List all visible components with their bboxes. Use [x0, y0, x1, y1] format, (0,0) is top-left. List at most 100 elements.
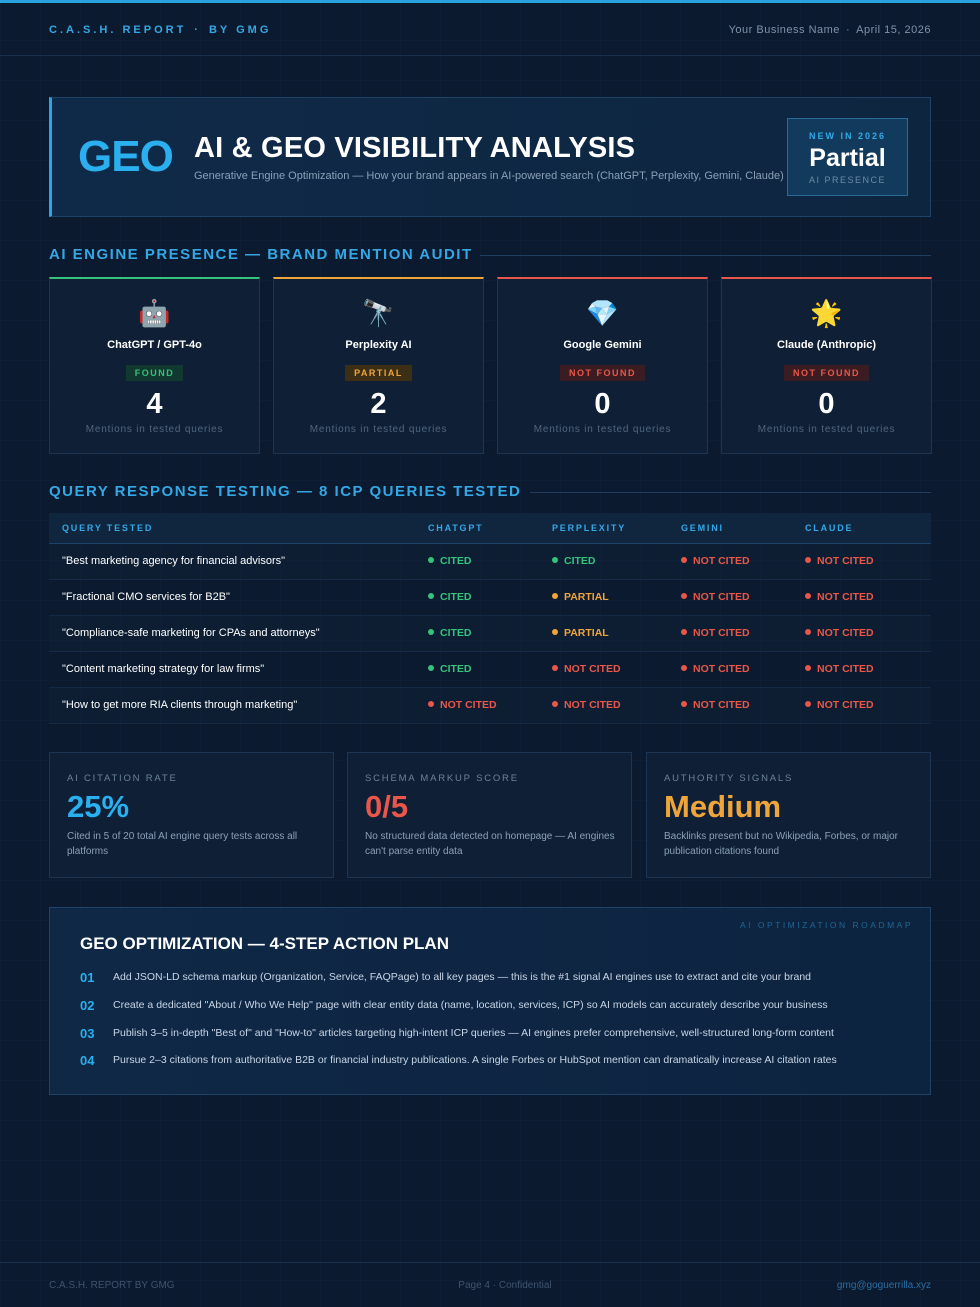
- column-header: PERPLEXITY: [552, 513, 681, 544]
- mention-caption: Mentions in tested queries: [85, 424, 224, 435]
- engine-name: Claude (Anthropic): [777, 339, 876, 351]
- column-header: CLAUDE: [805, 513, 931, 544]
- column-header: QUERY TESTED: [49, 513, 428, 544]
- result-status: NOT CITED: [681, 627, 750, 639]
- result-cell: NOT CITED: [552, 651, 681, 688]
- mention-count: 4: [146, 388, 163, 420]
- status-dot-icon: [681, 701, 687, 707]
- query-cell: "Best marketing agency for financial adv…: [49, 543, 428, 580]
- result-status: CITED: [428, 555, 472, 567]
- status-dot-icon: [428, 557, 434, 563]
- result-cell: NOT CITED: [428, 687, 552, 724]
- result-status: CITED: [552, 555, 596, 567]
- report-meta: Your Business Name · April 15, 2026: [729, 24, 931, 36]
- column-header: CHATGPT: [428, 513, 552, 544]
- status-dot-icon: [805, 629, 811, 635]
- brand-name: C.A.S.H. REPORT: [49, 24, 187, 36]
- robot-icon: 🤖: [138, 298, 171, 328]
- status-badge: FOUND: [125, 365, 184, 381]
- section-divider: [480, 255, 931, 256]
- result-cell: NOT CITED: [805, 579, 931, 616]
- result-cell: CITED: [428, 543, 552, 580]
- result-status: NOT CITED: [805, 699, 874, 711]
- badge-label: AI PRESENCE: [808, 175, 887, 185]
- status-dot-icon: [552, 557, 558, 563]
- star-icon: 🌟: [810, 298, 843, 328]
- result-label: NOT CITED: [693, 663, 750, 675]
- step-number: 02: [80, 998, 95, 1013]
- result-cell: NOT CITED: [805, 615, 931, 652]
- result-label: NOT CITED: [440, 699, 497, 711]
- result-label: CITED: [440, 555, 472, 567]
- step-text: Pursue 2–3 citations from authoritative …: [113, 1054, 837, 1066]
- result-label: CITED: [440, 663, 472, 675]
- result-cell: CITED: [428, 651, 552, 688]
- hero-banner: GEO AI & GEO VISIBILITY ANALYSIS Generat…: [49, 97, 931, 217]
- query-cell: "Fractional CMO services for B2B": [49, 579, 428, 616]
- status-dot-icon: [428, 701, 434, 707]
- plan-kicker: AI OPTIMIZATION ROADMAP: [739, 920, 913, 930]
- result-status: NOT CITED: [681, 555, 750, 567]
- result-label: NOT CITED: [693, 555, 750, 567]
- metric-label: AUTHORITY SIGNALS: [664, 773, 794, 784]
- result-status: CITED: [428, 663, 472, 675]
- status-dot-icon: [552, 701, 558, 707]
- result-label: NOT CITED: [817, 663, 874, 675]
- table-row: "Compliance-safe marketing for CPAs and …: [49, 615, 931, 652]
- result-cell: NOT CITED: [805, 687, 931, 724]
- footer-brand: C.A.S.H. REPORT BY GMG: [49, 1280, 175, 1291]
- query-section-title: QUERY RESPONSE TESTING — 8 ICP QUERIES T…: [49, 483, 522, 500]
- geo-wordmark: GEO: [78, 132, 174, 181]
- table-row: "Fractional CMO services for B2B" CITED PA…: [49, 579, 931, 616]
- table-header-row: QUERY TESTED CHATGPT PERPLEXITY GEMINI C…: [49, 513, 931, 544]
- status-dot-icon: [552, 593, 558, 599]
- result-cell: NOT CITED: [681, 615, 805, 652]
- result-status: NOT CITED: [681, 663, 750, 675]
- result-status: NOT CITED: [552, 699, 621, 711]
- metric-description: No structured data detected on homepage …: [365, 831, 615, 857]
- result-status: CITED: [428, 627, 472, 639]
- status-dot-icon: [805, 701, 811, 707]
- footer-email-link[interactable]: gmg@goguerrilla.xyz: [836, 1280, 931, 1291]
- result-status: NOT CITED: [805, 591, 874, 603]
- result-cell: NOT CITED: [681, 687, 805, 724]
- mention-caption: Mentions in tested queries: [533, 424, 672, 435]
- mention-count: 0: [818, 388, 835, 420]
- status-dot-icon: [552, 629, 558, 635]
- result-cell: CITED: [428, 579, 552, 616]
- result-status: NOT CITED: [552, 663, 621, 675]
- page-header: C.A.S.H. REPORT · BY GMG Your Business Nam…: [0, 3, 980, 56]
- engine-card-perplexity: 🔭 Perplexity AI PARTIAL 2 Mentions in te…: [273, 277, 484, 454]
- engine-name: ChatGPT / GPT-4o: [107, 339, 202, 351]
- presence-section-title: AI ENGINE PRESENCE — BRAND MENTION AUDIT: [49, 246, 473, 263]
- metric-value: 25%: [67, 789, 130, 824]
- engine-name: Perplexity AI: [345, 339, 412, 351]
- metric-label: AI CITATION RATE: [67, 773, 178, 784]
- result-label: CITED: [564, 555, 596, 567]
- result-cell: CITED: [552, 543, 681, 580]
- result-cell: CITED: [428, 615, 552, 652]
- result-cell: NOT CITED: [681, 579, 805, 616]
- status-badge: NOT FOUND: [560, 365, 645, 381]
- brand-separator: ·: [194, 24, 201, 36]
- result-label: NOT CITED: [693, 699, 750, 711]
- result-status: PARTIAL: [552, 591, 609, 603]
- query-results-table: QUERY TESTED CHATGPT PERPLEXITY GEMINI C…: [49, 513, 931, 724]
- status-dot-icon: [681, 629, 687, 635]
- step-text: Publish 3–5 in-depth "Best of" and "How-…: [113, 1027, 834, 1039]
- mention-count: 0: [594, 388, 611, 420]
- report-brand: C.A.S.H. REPORT · BY GMG: [49, 24, 271, 36]
- result-label: NOT CITED: [817, 555, 874, 567]
- result-cell: NOT CITED: [681, 543, 805, 580]
- result-status: NOT CITED: [681, 699, 750, 711]
- status-dot-icon: [428, 629, 434, 635]
- metric-value: Medium: [664, 789, 782, 824]
- step-text: Add JSON-LD schema markup (Organization,…: [113, 971, 812, 983]
- brand-by: BY GMG: [208, 24, 272, 36]
- status-dot-icon: [681, 593, 687, 599]
- engine-card-claude: 🌟 Claude (Anthropic) NOT FOUND 0 Mention…: [721, 277, 932, 454]
- result-cell: NOT CITED: [552, 687, 681, 724]
- result-label: NOT CITED: [564, 663, 621, 675]
- result-cell: NOT CITED: [805, 651, 931, 688]
- result-cell: NOT CITED: [681, 651, 805, 688]
